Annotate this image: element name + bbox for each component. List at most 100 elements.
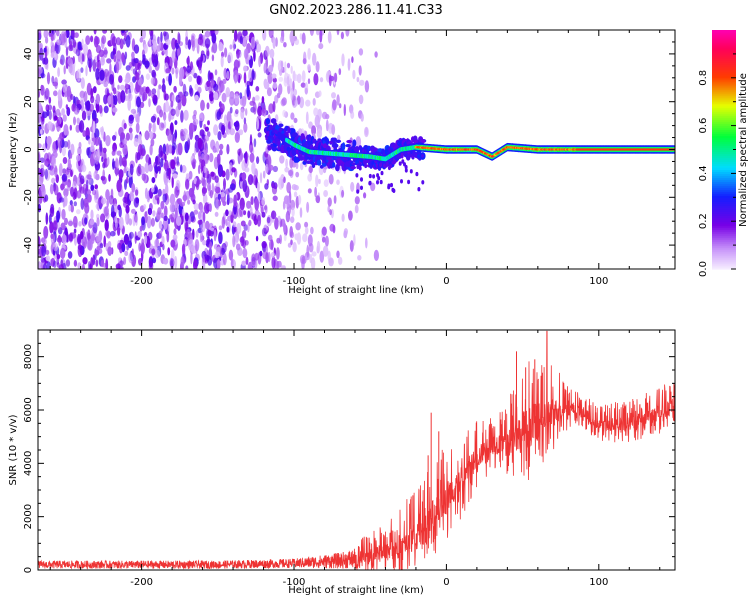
spectrogram-cell — [345, 30, 350, 37]
spectrogram-cell — [210, 139, 216, 150]
spectrogram-cell — [217, 164, 223, 178]
spectrogram-cell — [229, 44, 233, 50]
spectrogram-cell — [112, 135, 117, 141]
spectrogram-cell — [128, 127, 133, 134]
spectrogram-cell — [249, 141, 254, 154]
spectrogram-cell — [268, 164, 274, 171]
spectrogram-cell — [81, 110, 87, 121]
spectrogram-cell — [106, 58, 112, 64]
spectrogram-cell — [299, 162, 304, 171]
spectrogram-cell — [83, 43, 89, 56]
spectrogram-cell — [272, 101, 276, 113]
spectrogram-cell — [150, 217, 155, 227]
spectrogram-cell — [69, 200, 73, 206]
spectrogram-cell — [128, 115, 134, 124]
spectrogram-cell — [209, 203, 212, 213]
spectrogram-cell — [240, 152, 244, 161]
spectrogram-cell — [239, 236, 244, 243]
spectrogram-cell — [91, 132, 95, 139]
spectrogram-cell — [62, 84, 66, 93]
spectrogram-cell — [117, 84, 120, 90]
spectrogram-cell — [421, 180, 425, 185]
spectrogram-cell — [336, 30, 340, 36]
spectrogram-cell — [337, 134, 341, 141]
spectrogram-cell — [159, 109, 164, 118]
spectrogram-cell — [99, 243, 104, 249]
spectrogram-cell — [285, 210, 291, 223]
spectrogram-cell — [90, 145, 95, 153]
spectrogram-cell — [121, 156, 127, 167]
spectrogram-cell — [350, 181, 355, 192]
spectrogram-cell — [294, 99, 299, 107]
spectrogram-cell — [105, 189, 110, 201]
spectrogram-cell — [165, 39, 171, 46]
spectrogram-cell — [357, 254, 362, 261]
spectrogram-cell — [151, 248, 156, 256]
spectrogram-cell — [262, 104, 267, 114]
spectrogram-cell — [328, 74, 332, 87]
spectrogram-cell — [233, 194, 237, 208]
spectrogram-cell — [63, 65, 66, 75]
spectrogram-cell — [323, 179, 329, 188]
spectrogram-cell — [139, 225, 143, 232]
spectrogram-cell — [239, 92, 243, 99]
spectrogram-cell — [133, 197, 139, 208]
spectrogram-cell — [297, 194, 302, 205]
spectrogram-cell — [73, 259, 78, 267]
spectrogram-cell — [343, 103, 346, 117]
spectrogram-cell — [167, 247, 171, 256]
spectrogram-cell — [148, 164, 153, 172]
spectrogram-cell — [150, 115, 156, 123]
spectrogram-cell — [86, 174, 92, 180]
spectrogram-cell — [181, 165, 187, 174]
spectrogram-cell — [95, 67, 100, 81]
y-tick-label: 4000 — [23, 451, 34, 476]
spectrogram-cell — [339, 103, 342, 109]
spectrogram-cell — [333, 143, 339, 148]
spectrogram-cell — [294, 136, 298, 143]
spectrogram-cell — [107, 246, 113, 256]
spectrogram-cell — [157, 87, 160, 100]
spectrogram-cell — [163, 205, 168, 218]
spectrogram-cell — [68, 63, 73, 74]
spectrogram-cell — [64, 227, 68, 236]
spectrogram-cell — [60, 183, 66, 190]
spectrogram-cell — [109, 62, 112, 74]
spectrogram-cell — [220, 82, 225, 92]
spectrogram-cell — [70, 204, 74, 213]
spectrogram-cell — [45, 89, 49, 97]
spectrogram-cell — [171, 49, 176, 63]
y-tick-label: -20 — [23, 189, 34, 205]
spectrogram-cell — [49, 206, 55, 218]
spectrogram-cell — [278, 178, 284, 190]
spectrogram-cell — [285, 158, 288, 169]
spectrogram-cell — [283, 176, 286, 184]
spectrogram-cell — [241, 172, 247, 181]
spectrogram-cell — [48, 30, 52, 38]
spectrogram-cell — [279, 36, 285, 44]
spectrogram-cell — [209, 72, 213, 80]
spectrogram-cell — [90, 209, 94, 220]
spectrogram-cell — [242, 30, 248, 37]
spectrogram-cell — [101, 176, 107, 185]
x-tick-label: -200 — [130, 577, 153, 588]
spectrogram-cell — [76, 154, 81, 162]
spectrogram-cell — [107, 95, 112, 105]
spectrogram-cell — [214, 251, 221, 259]
spectrogram-cell — [94, 155, 99, 165]
spectrogram-cell — [137, 62, 142, 70]
spectrogram-cell — [307, 64, 311, 72]
spectrogram-cell — [151, 44, 156, 55]
spectrogram-cell — [124, 250, 129, 256]
spectrogram-cell — [63, 195, 68, 207]
spectrogram-cell — [146, 196, 150, 203]
spectrogram-cell — [80, 197, 85, 210]
spectrogram-cell — [73, 107, 80, 115]
spectrogram-cell — [253, 138, 257, 148]
spectrogram-cell — [197, 137, 202, 150]
spectrogram-cell — [292, 241, 297, 253]
spectrogram-x-axis-label: Height of straight line (km) — [288, 285, 424, 296]
spectrogram-cell — [293, 191, 298, 198]
spectrogram-cell — [272, 82, 278, 89]
spectrogram-cell — [140, 242, 145, 255]
